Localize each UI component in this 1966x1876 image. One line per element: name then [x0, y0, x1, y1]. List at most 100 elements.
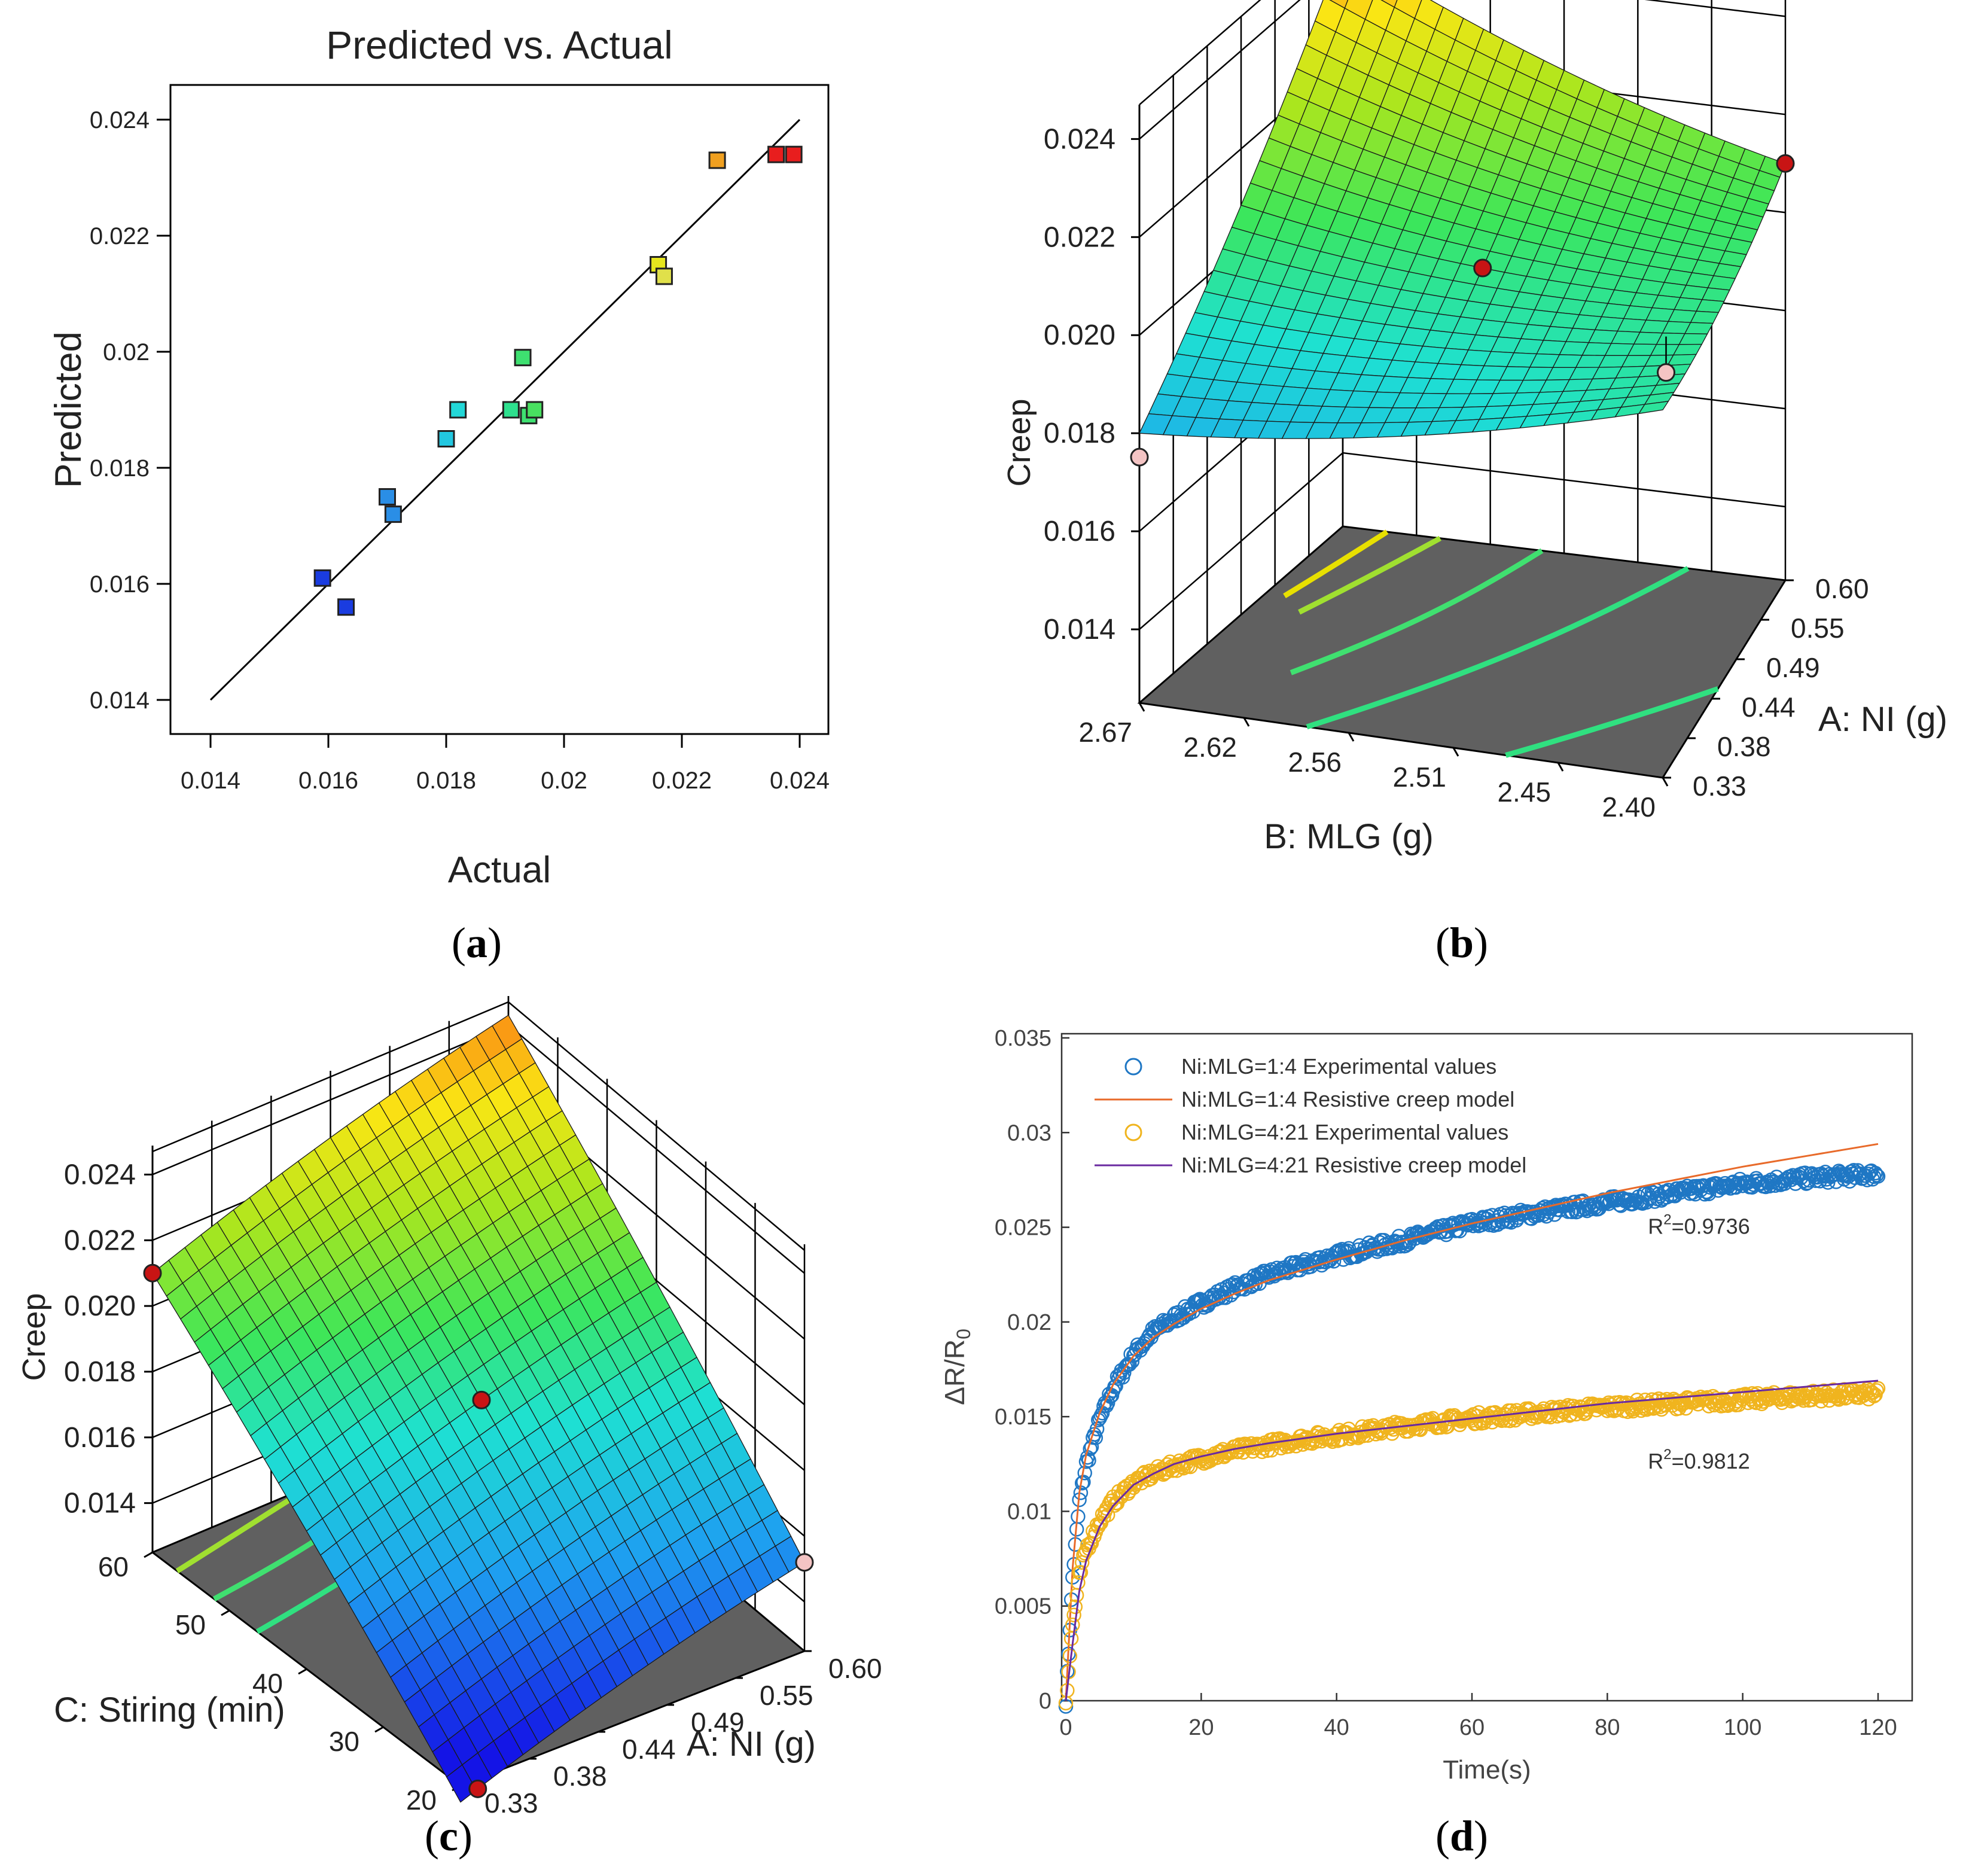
panel-d-marker	[1870, 1381, 1886, 1396]
panel-b-ytick-label: 0.38	[1717, 731, 1771, 762]
panel-c-design-point	[143, 1263, 162, 1283]
panel-c-ytick-label: 0.44	[622, 1734, 676, 1765]
panel-a-data-point	[384, 505, 402, 523]
panel-c-design-point	[795, 1553, 814, 1572]
panel-a-ytick-label: 0.014	[90, 687, 150, 714]
panel-b-floor-contour	[1283, 529, 1389, 599]
panel-b-zlabel: Creep	[1001, 398, 1037, 486]
panel-b-surface-cell	[1638, 400, 1669, 415]
panel-d-marker	[1088, 1430, 1104, 1445]
panel-c-xtick-label: 30	[329, 1726, 359, 1757]
panel-b-xtick-mark	[1662, 777, 1669, 787]
panel-d-legend-label: Ni:MLG=4:21 Resistive creep model	[1181, 1153, 1526, 1177]
panel-d-xlabel: Time(s)	[1443, 1755, 1531, 1784]
panel-a-data-point	[514, 349, 532, 367]
panel-d-r2-r: R	[1648, 1449, 1663, 1473]
panel-d-xtick-label: 20	[1188, 1715, 1214, 1740]
panel-b-xtick-label: 2.40	[1602, 791, 1656, 823]
panel-d-xtick-label: 100	[1724, 1715, 1761, 1740]
panel-d-marker	[1100, 1508, 1115, 1522]
panel-d-legend-label: Ni:MLG=4:21 Experimental values	[1181, 1120, 1508, 1144]
panel-c-ytick-label: 0.60	[828, 1653, 882, 1684]
panel-d-series-1	[1065, 1143, 1879, 1701]
panel-a-ytick-label: 0.024	[90, 107, 150, 133]
panel-c-ylabel: A: NI (g)	[687, 1725, 816, 1764]
panel-a-plot-frame	[169, 84, 830, 735]
panel-d-marker	[1068, 1599, 1083, 1615]
panel-d-r2-value: =0.9736	[1672, 1214, 1750, 1238]
panel-d-r2-r: R	[1648, 1214, 1663, 1238]
panel-d-marker	[1857, 1384, 1872, 1399]
panel-c-xtick-label: 60	[98, 1551, 129, 1582]
panel-a-ytick-label: 0.02	[103, 339, 150, 366]
panel-a-title: Predicted vs. Actual	[326, 23, 673, 67]
panel-d-marker	[1767, 1178, 1783, 1193]
panel-b-floor-contour	[1298, 535, 1441, 615]
panel-d-legend-label: Ni:MLG=1:4 Experimental values	[1181, 1054, 1496, 1079]
panel-d-marker	[1073, 1565, 1089, 1580]
panel-a-ylabel: Predicted	[48, 331, 89, 488]
panel-d-marker	[1334, 1242, 1349, 1257]
panel-d-ytick-label: 0.005	[995, 1594, 1051, 1619]
panel-d-marker	[1869, 1168, 1884, 1183]
panel-d-marker	[1868, 1165, 1883, 1181]
panel-b-xtick-label: 2.67	[1078, 717, 1132, 748]
panel-c-ztick-label: 0.022	[64, 1225, 136, 1256]
panel-b-ztick-label: 0.016	[1044, 516, 1115, 547]
panel-c-xtick-mark	[144, 1551, 153, 1558]
panel-a-data-point	[785, 145, 803, 163]
panel-a-data-point	[313, 569, 331, 587]
panel-c-caption: (c)	[425, 1812, 473, 1860]
panel-d-ytick-label: 0.025	[995, 1216, 1051, 1241]
panel-c-ytick-label: 0.33	[484, 1787, 538, 1819]
panel-d-marker	[1166, 1307, 1182, 1323]
panel-d-plot-frame	[1060, 1033, 1913, 1702]
panel-a-data-point	[379, 488, 396, 505]
panel-d-marker	[1869, 1383, 1884, 1398]
panel-d-marker	[1112, 1488, 1127, 1503]
panel-d-series-3	[1065, 1379, 1879, 1701]
panel-d-ylabel-sub: 0	[953, 1329, 974, 1339]
panel-b-ytick-label: 0.33	[1693, 770, 1746, 802]
panel-d-legend: Ni:MLG=1:4 Experimental values Ni:MLG=1:4…	[1095, 1054, 1526, 1177]
panel-b-xtick-label: 2.51	[1392, 762, 1446, 793]
panel-d-caption: (d)	[1435, 1812, 1488, 1860]
panel-b-xlabel: B: MLG (g)	[1264, 817, 1434, 856]
panel-b-xtick-label: 2.56	[1288, 747, 1342, 778]
panel-c-xtick-mark	[298, 1668, 307, 1675]
panel-b-floor-contour	[1306, 566, 1690, 730]
panel-b-xtick-label: 2.45	[1497, 776, 1551, 808]
panel-a-data-point	[502, 401, 520, 419]
panel-b-xtick-mark	[1557, 762, 1564, 772]
panel-c-design-point	[468, 1779, 487, 1798]
panel-a-caption: (a)	[452, 919, 502, 967]
panel-b-wall-hline	[1139, 452, 1786, 630]
panel-c-wall-hline	[152, 1001, 805, 1251]
panel-c-xtick-label: 50	[175, 1609, 206, 1640]
panel-d-xtick-label: 0	[1059, 1715, 1072, 1740]
panel-b-ytick-label: 0.44	[1742, 692, 1796, 723]
panel-c-ytick-label: 0.49	[691, 1707, 745, 1738]
panel-b-ztick-label: 0.022	[1044, 221, 1115, 253]
panel-a-data-point	[437, 430, 455, 447]
panel-b-ytick-label: 0.49	[1766, 652, 1820, 683]
panel-d-marker	[1647, 1400, 1662, 1415]
panel-d-r2-value: =0.9812	[1672, 1449, 1750, 1473]
panel-d-series-0	[1058, 1162, 1886, 1714]
panel-a-xlabel: Actual	[448, 849, 551, 891]
panel-d-marker	[1071, 1575, 1086, 1590]
panel-a-xtick-label: 0.014	[181, 768, 240, 794]
panel-c-xlabel: C: Stiring (min)	[54, 1691, 285, 1729]
panel-c-ytick-label: 0.38	[553, 1761, 607, 1792]
panel-d-marker	[1535, 1201, 1550, 1216]
panel-d-ytick-label: 0.015	[995, 1405, 1051, 1430]
panel-d-marker	[1709, 1396, 1724, 1411]
panel-d-ylabel-main: ΔR/R	[939, 1339, 970, 1405]
panel-b-xtick-label: 2.62	[1183, 732, 1237, 763]
panel-b-design-point	[1776, 154, 1795, 173]
panel-c-ztick-label: 0.014	[64, 1488, 136, 1519]
panel-b-wall-hline	[1139, 0, 1261, 105]
panel-d-series-2	[1058, 1381, 1886, 1711]
panel-d-legend-marker	[1124, 1058, 1142, 1076]
panel-b-design-point	[1130, 447, 1149, 467]
